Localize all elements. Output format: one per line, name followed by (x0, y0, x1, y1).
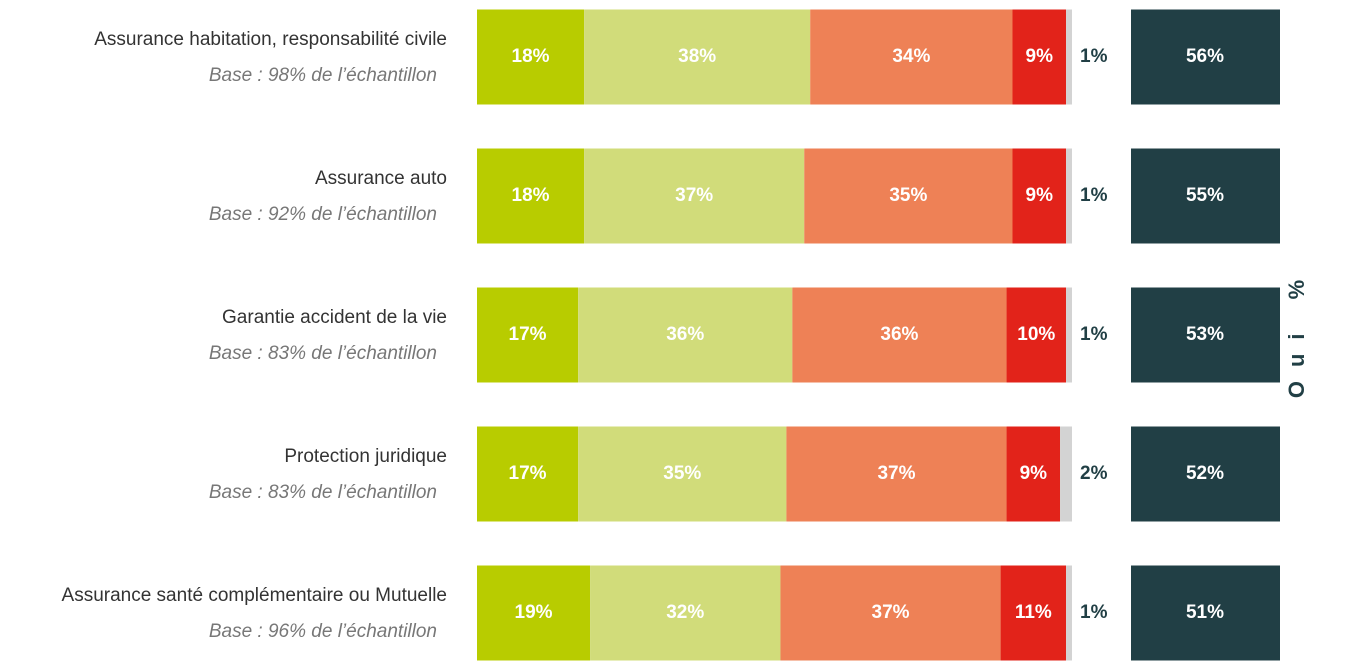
total-box (1131, 426, 1280, 522)
segment-label: 1% (1080, 602, 1108, 623)
total-box (1131, 565, 1280, 661)
category-label: Protection juridique (284, 446, 447, 467)
bar-segment (804, 148, 1013, 244)
total-label: 51% (1186, 602, 1224, 623)
bar-segment (1000, 565, 1067, 661)
bar-segment (590, 565, 781, 661)
segment-label: 17% (509, 463, 547, 484)
segment-label: 10% (1017, 324, 1055, 345)
bar-segment (1066, 565, 1072, 661)
segment-label: 37% (675, 185, 713, 206)
total-label: 55% (1186, 185, 1224, 206)
segment-label: 36% (880, 324, 918, 345)
totals-label: Oui % (1284, 266, 1309, 398)
total-box (1131, 287, 1280, 383)
category-label: Garantie accident de la vie (222, 307, 447, 328)
bar-segment (1006, 426, 1061, 522)
segment-label: 9% (1026, 185, 1054, 206)
segment-label: 2% (1080, 463, 1108, 484)
bar-segment (477, 287, 579, 383)
bar-segment (584, 148, 805, 244)
total-box (1131, 9, 1280, 105)
segment-label: 9% (1026, 46, 1054, 67)
bar-segment (1066, 148, 1072, 244)
segment-label: 9% (1020, 463, 1048, 484)
bar-segment (477, 426, 579, 522)
segment-label: 1% (1080, 324, 1108, 345)
bar-segment (1012, 9, 1067, 105)
bar-segment (477, 9, 585, 105)
segment-label: 37% (877, 463, 915, 484)
segment-label: 1% (1080, 185, 1108, 206)
category-note: Base : 96% de l’échantillon (209, 621, 437, 642)
bar-segment (477, 565, 591, 661)
segment-label: 32% (666, 602, 704, 623)
category-label: Assurance auto (315, 168, 447, 189)
category-label: Assurance santé complémentaire ou Mutuel… (62, 585, 447, 606)
segment-label: 19% (515, 602, 553, 623)
segment-label: 18% (512, 46, 550, 67)
category-label: Assurance habitation, responsabilité civ… (94, 29, 447, 50)
segment-label: 1% (1080, 46, 1108, 67)
bar-segment (792, 287, 1007, 383)
segment-label: 35% (663, 463, 701, 484)
total-box (1131, 148, 1280, 244)
total-label: 56% (1186, 46, 1224, 67)
bar-segment (578, 426, 787, 522)
bar-segment (780, 565, 1001, 661)
bar-segment (477, 148, 585, 244)
bar-segment (1066, 9, 1072, 105)
category-note: Base : 83% de l’échantillon (209, 482, 437, 503)
bar-segment (786, 426, 1007, 522)
bar-segment (1012, 148, 1067, 244)
category-note: Base : 92% de l’échantillon (209, 204, 437, 225)
segment-label: 35% (889, 185, 927, 206)
bar-segment (1060, 426, 1072, 522)
total-label: 53% (1186, 324, 1224, 345)
segment-label: 36% (666, 324, 704, 345)
segment-label: 38% (678, 46, 716, 67)
bar-segment (578, 287, 793, 383)
bar-segment (584, 9, 811, 105)
segment-label: 34% (892, 46, 930, 67)
segment-label: 18% (512, 185, 550, 206)
segment-label: 11% (1015, 602, 1052, 623)
segment-label: 37% (872, 602, 910, 623)
bar-segment (1006, 287, 1067, 383)
category-note: Base : 98% de l’échantillon (209, 65, 437, 86)
category-note: Base : 83% de l’échantillon (209, 343, 437, 364)
total-label: 52% (1186, 463, 1224, 484)
bar-segment (810, 9, 1013, 105)
segment-label: 17% (509, 324, 547, 345)
bar-segment (1066, 287, 1072, 383)
